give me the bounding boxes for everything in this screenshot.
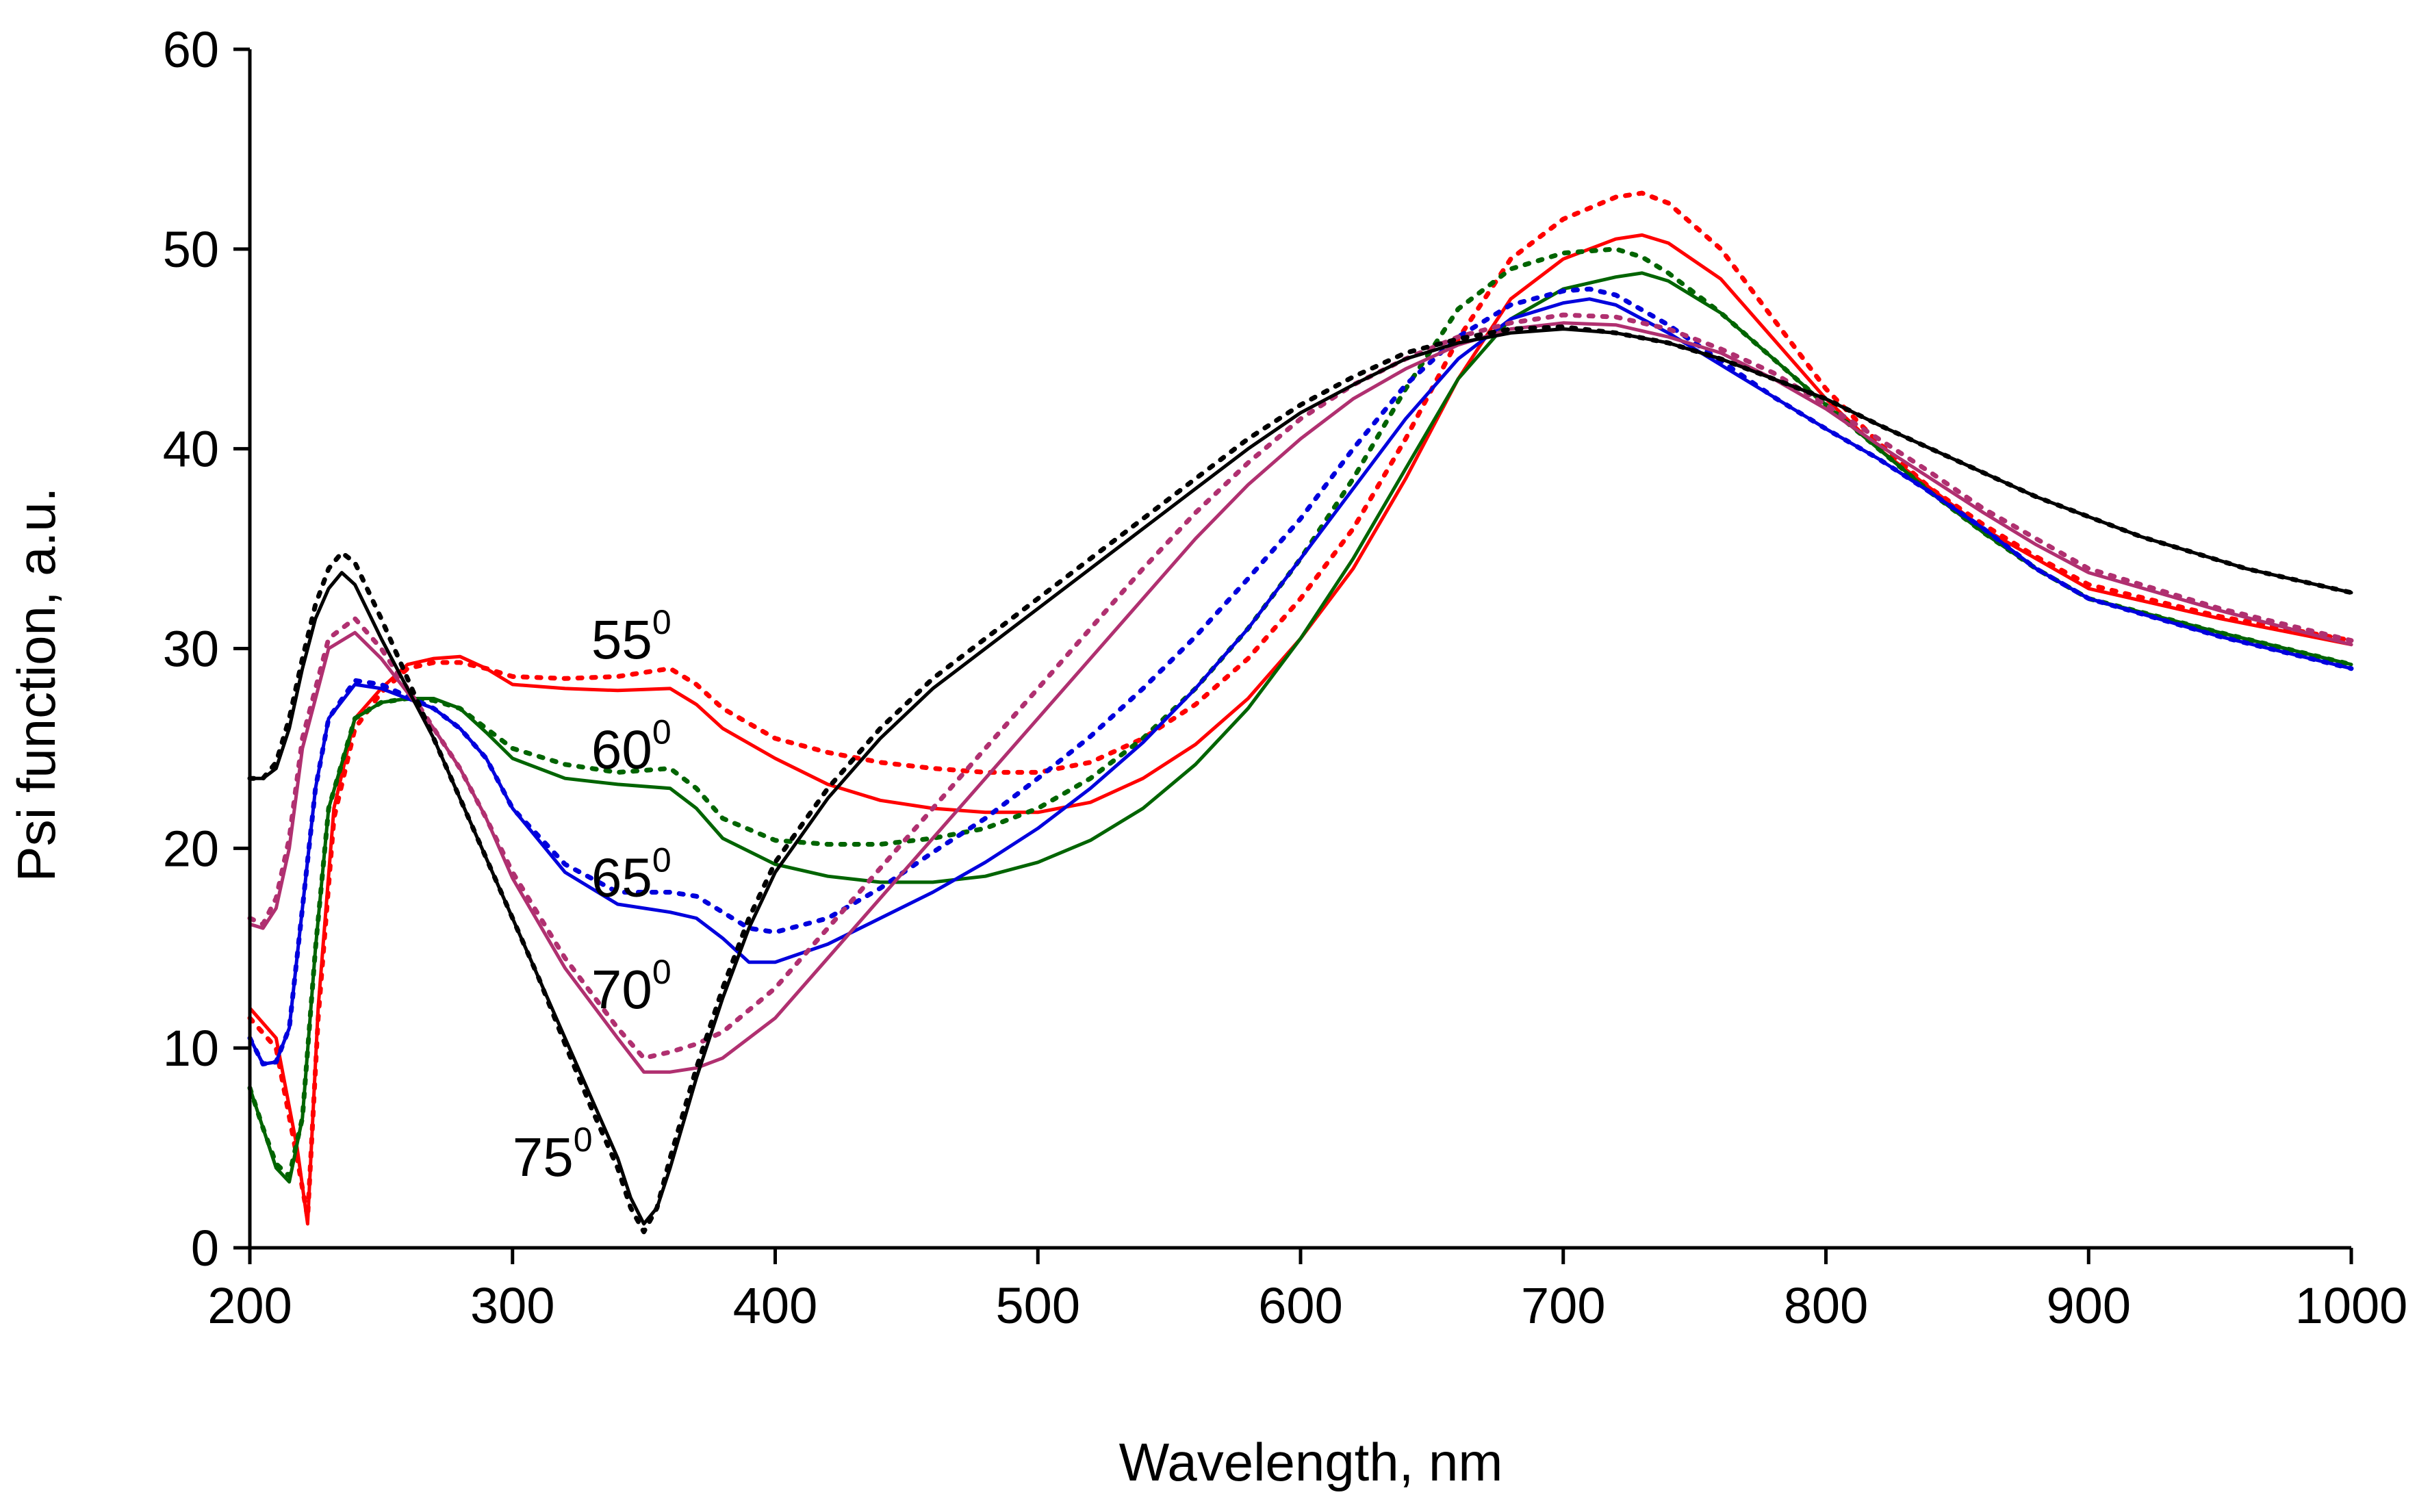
x-tick-label: 800 [1784,1277,1868,1334]
y-tick-label: 50 [163,221,219,278]
series-line-70-deg [248,321,2353,1074]
series-line-60-deg-dotted [247,246,2354,1179]
y-tick-label: 60 [163,21,219,78]
series-line-70-deg-dotted [247,312,2354,1061]
y-tick-label: 0 [191,1220,219,1277]
y-axis-title: Psi function, a.u. [6,487,66,882]
x-tick-label: 300 [470,1277,554,1334]
series-line-75-deg-dotted [247,324,2354,1235]
y-tick-label: 40 [163,421,219,478]
series-line-55-deg [248,233,2353,1226]
x-tick-label: 1000 [2295,1277,2408,1334]
x-axis-title: Wavelength, nm [1119,1432,1503,1492]
series-line-75-deg [248,327,2353,1226]
y-tick-label: 20 [163,820,219,877]
x-tick-label: 600 [1258,1277,1342,1334]
angle-label-55: 550 [591,603,672,670]
angle-label-60: 600 [591,713,672,780]
x-tick-label: 700 [1521,1277,1605,1334]
angle-label-75: 750 [513,1120,593,1188]
y-tick-label: 30 [163,621,219,678]
angle-label-70: 700 [591,953,672,1020]
series-line-65-deg-dotted [247,286,2354,1066]
angle-label-65: 650 [591,841,672,908]
axes-layer: 0 10 20 30 40 50 60 200 300 400 500 600 700 800 900 100… [163,21,2408,1334]
x-tick-label: 200 [207,1277,292,1334]
series-layer [247,190,2354,1235]
x-tick-label: 500 [996,1277,1080,1334]
x-tick-label: 400 [733,1277,817,1334]
series-line-55-deg-dotted [247,190,2354,1220]
annotation-layer: 550 600 650 700 750 [513,603,672,1188]
y-tick-label: 10 [163,1020,219,1077]
x-tick-label: 900 [2047,1277,2131,1334]
